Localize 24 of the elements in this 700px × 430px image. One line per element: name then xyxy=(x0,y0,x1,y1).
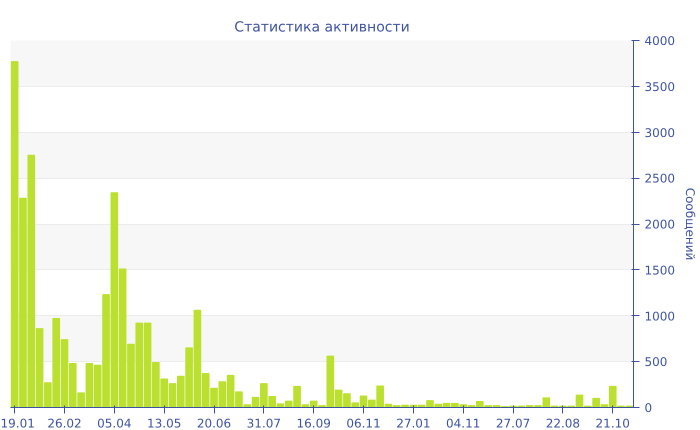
y-tick-label: 500 xyxy=(644,355,668,370)
y-tick-label: 2000 xyxy=(644,218,676,232)
x-tick-label: 31.07 xyxy=(246,416,282,430)
y-tick-label: 1000 xyxy=(644,309,676,324)
y-tick-label: 2500 xyxy=(644,172,676,186)
chart-title: Статистика активности xyxy=(234,20,410,36)
x-tick-label: 26.02 xyxy=(47,416,82,430)
y-tick-label: 4000 xyxy=(644,34,676,48)
x-tick-label: 04.11 xyxy=(446,416,480,430)
x-tick-label: 21.10 xyxy=(596,416,630,430)
x-tick-label: 27.01 xyxy=(396,416,431,430)
x-tick-label: 05.04 xyxy=(97,416,132,430)
x-tick-label: 22.08 xyxy=(546,416,580,430)
x-tick-label: 20.06 xyxy=(196,416,232,430)
y-axis-title: Сообщений xyxy=(683,188,698,260)
y-tick-label: 0 xyxy=(644,401,652,415)
y-tick-label: 3500 xyxy=(644,80,676,94)
x-tick-label: 06.11 xyxy=(346,416,381,430)
y-tick-label: 3000 xyxy=(644,126,676,140)
x-tick-label: 16.09 xyxy=(296,416,331,430)
x-tick-label: 13.05 xyxy=(146,416,182,430)
y-tick-label: 1500 xyxy=(644,263,676,278)
x-tick-label: 19.01 xyxy=(0,416,35,430)
x-tick-label: 27.07 xyxy=(496,416,530,430)
